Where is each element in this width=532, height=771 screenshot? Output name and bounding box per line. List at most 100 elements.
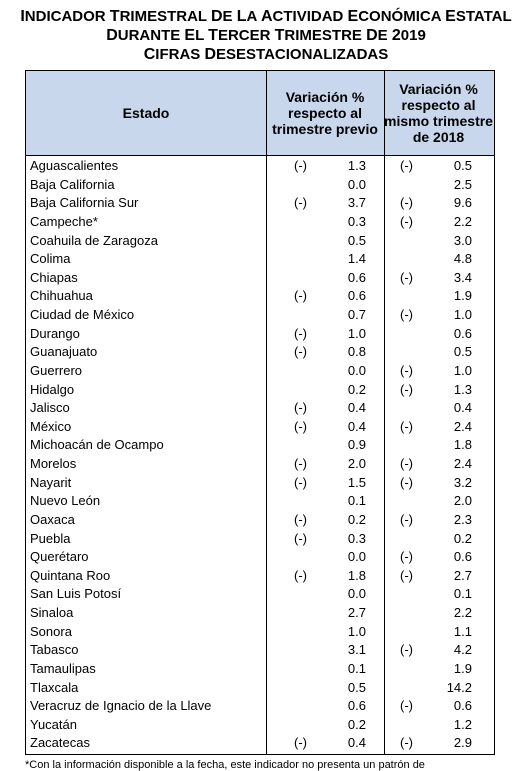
table-row: México (-) 0.4 (-) 2.4: [26, 418, 494, 437]
anual-value: 1.1: [453, 623, 472, 639]
state-name: Querétaro: [30, 549, 89, 565]
table-row: Ciudad de México 0.7 (-) 1.0: [26, 306, 494, 325]
anual-value: 2.9: [453, 735, 472, 751]
state-name: Sonora: [30, 623, 72, 639]
prev-value: 0.5: [347, 679, 366, 695]
state-name: Colima: [30, 251, 71, 267]
state-name: Coahuila de Zaragoza: [30, 232, 158, 248]
prev-value: 2.0: [347, 456, 366, 471]
table-row: Morelos (-) 2.0 (-) 2.4: [26, 455, 494, 474]
anual-value: 0.5: [453, 344, 472, 360]
prev-value: 0.2: [347, 381, 366, 397]
column-divider: [266, 71, 267, 754]
prev-value: 0.0: [347, 176, 366, 192]
state-name: México: [30, 418, 72, 434]
table-row: Chihuahua (-) 0.6 1.9: [26, 287, 494, 306]
anual-value: 3.2: [453, 474, 472, 490]
table-row: Veracruz de Ignacio de la Llave 0.6 (-) 0.6: [26, 697, 494, 716]
state-name: Veracruz de Ignacio de la Llave: [30, 698, 212, 714]
table-row: Jalisco (-) 0.4 0.4: [26, 399, 494, 418]
anual-value: 0.1: [453, 586, 472, 602]
anual-value: 0.4: [453, 400, 472, 416]
state-name: Chiapas: [30, 269, 78, 285]
anual-sign: (-): [400, 698, 413, 714]
table-row: Colima 1.4 4.8: [26, 250, 494, 269]
prev-sign: (-): [294, 288, 307, 304]
prev-sign: (-): [294, 511, 307, 527]
prev-sign: (-): [294, 400, 307, 416]
prev-value: 0.6: [347, 269, 366, 285]
anual-value: 1.8: [453, 437, 472, 453]
prev-sign: (-): [294, 325, 307, 341]
anual-sign: (-): [400, 307, 413, 322]
prev-sign: (-): [294, 418, 307, 434]
table-header: Estado Variación % respecto al trimestre…: [26, 71, 494, 156]
state-name: Tabasco: [30, 642, 79, 658]
table-row: Michoacán de Ocampo 0.9 1.8: [26, 436, 494, 455]
anual-value: 1.0: [453, 307, 472, 322]
table-row: Sonora 1.0 1.1: [26, 623, 494, 642]
prev-value: 1.5: [347, 474, 366, 490]
table-row: Yucatán 0.2 1.2: [26, 716, 494, 735]
state-name: Morelos: [30, 456, 77, 471]
prev-value: 1.8: [347, 567, 366, 583]
prev-value: 0.4: [347, 735, 366, 751]
footnote: *Con la información disponible a la fech…: [25, 759, 425, 771]
table-row: Zacatecas (-) 0.4 (-) 2.9: [26, 734, 494, 753]
anual-value: 2.2: [453, 213, 472, 229]
state-name: Quintana Roo: [30, 567, 111, 583]
state-name: Guerrero: [30, 362, 83, 378]
anual-value: 1.0: [453, 362, 472, 378]
anual-sign: (-): [400, 567, 413, 583]
state-name: Guanajuato: [30, 344, 98, 360]
table-row: Nayarit (-) 1.5 (-) 3.2: [26, 474, 494, 493]
anual-sign: (-): [400, 269, 413, 285]
state-name: Nayarit: [30, 474, 72, 490]
prev-sign: (-): [294, 195, 307, 211]
state-name: San Luis Potosí: [30, 586, 122, 602]
state-name: Oaxaca: [30, 511, 75, 527]
anual-sign: (-): [400, 735, 413, 751]
table-row: San Luis Potosí 0.0 0.1: [26, 585, 494, 604]
anual-sign: (-): [400, 511, 413, 527]
anual-value: 3.0: [453, 232, 472, 248]
table-row: Tabasco 3.1 (-) 4.2: [26, 641, 494, 660]
prev-value: 0.2: [347, 716, 366, 732]
prev-value: 1.0: [347, 623, 366, 639]
state-name: Zacatecas: [30, 735, 90, 751]
prev-value: 0.4: [347, 418, 366, 434]
state-name: Yucatán: [30, 716, 77, 732]
header-variacion-anual: Variación % respecto al mismo trimestre …: [384, 81, 493, 145]
table-row: Campeche* 0.3 (-) 2.2: [26, 213, 494, 232]
state-name: Jalisco: [30, 400, 70, 416]
anual-sign: (-): [400, 362, 413, 378]
prev-sign: (-): [294, 530, 307, 546]
table-row: Chiapas 0.6 (-) 3.4: [26, 269, 494, 288]
prev-value: 0.0: [347, 586, 366, 602]
prev-sign: (-): [294, 158, 307, 173]
table-row: Nuevo León 0.1 2.0: [26, 492, 494, 511]
state-name: Michoacán de Ocampo: [30, 437, 164, 453]
anual-sign: (-): [400, 456, 413, 471]
prev-value: 1.0: [347, 325, 366, 341]
state-name: Sinaloa: [30, 605, 74, 620]
anual-value: 1.9: [453, 660, 472, 676]
table-row: Tlaxcala 0.5 14.2: [26, 679, 494, 698]
prev-sign: (-): [294, 735, 307, 751]
prev-value: 0.6: [347, 288, 366, 304]
state-name: Hidalgo: [30, 381, 75, 397]
table-row: Coahuila de Zaragoza 0.5 3.0: [26, 232, 494, 251]
anual-value: 1.3: [453, 381, 472, 397]
prev-value: 2.7: [347, 605, 366, 620]
anual-sign: (-): [400, 418, 413, 434]
column-divider: [384, 71, 385, 754]
state-name: Baja California: [30, 176, 115, 192]
anual-value: 9.6: [453, 195, 472, 211]
table-row: Quintana Roo (-) 1.8 (-) 2.7: [26, 567, 494, 586]
anual-value: 0.6: [453, 549, 472, 565]
table-row: Tamaulipas 0.1 1.9: [26, 660, 494, 679]
prev-value: 0.3: [347, 213, 366, 229]
prev-value: 0.8: [347, 344, 366, 360]
anual-sign: (-): [400, 474, 413, 490]
header-estado: Estado: [122, 105, 170, 121]
